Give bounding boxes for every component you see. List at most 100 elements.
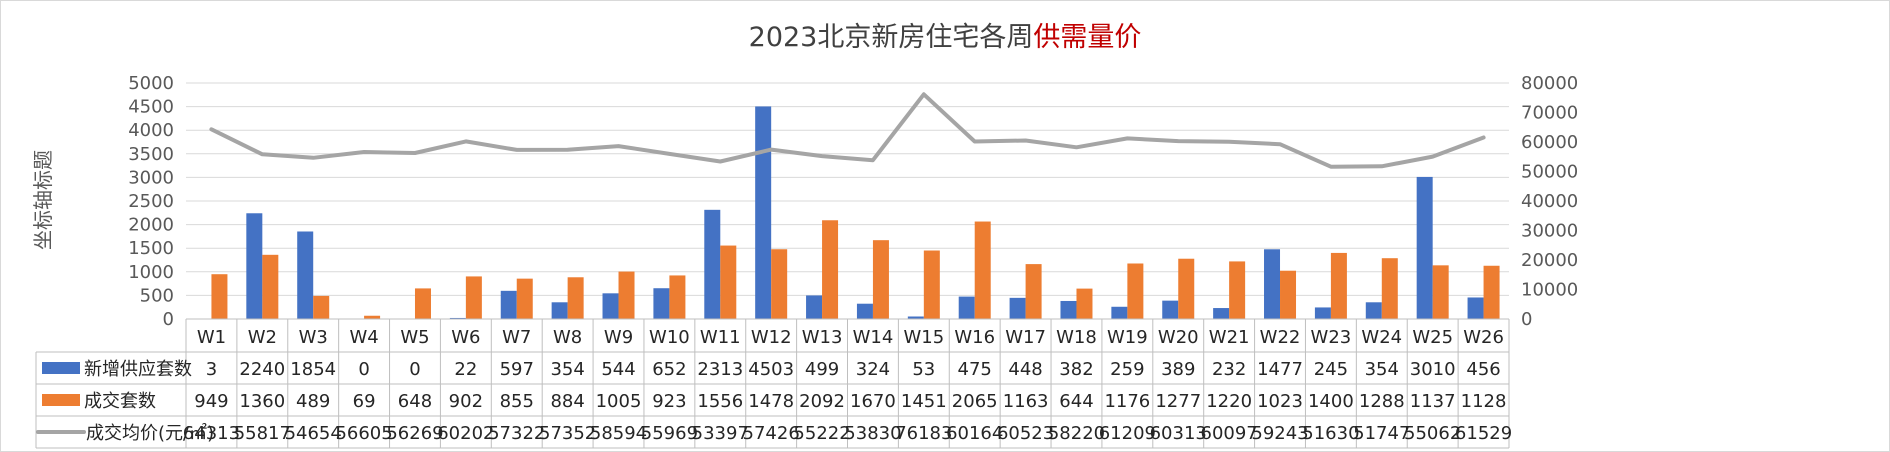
y2-tick-label: 30000 [1521, 221, 1578, 242]
table-cell: 57322 [488, 423, 545, 444]
y-tick-label: 4000 [128, 120, 174, 141]
bar-supply [704, 209, 721, 319]
bar-supply [1111, 306, 1128, 319]
table-cell: 56269 [386, 423, 443, 444]
x-tick-label: W13 [802, 327, 843, 348]
y2-tick-label: 70000 [1521, 103, 1578, 124]
table-cell: 448 [1008, 359, 1042, 380]
x-tick-label: W12 [751, 327, 792, 348]
table-cell: 57426 [743, 423, 800, 444]
x-tick-label: W10 [649, 327, 690, 348]
table-cell: 55222 [793, 423, 850, 444]
y-tick-label: 1000 [128, 262, 174, 283]
table-cell: 55817 [234, 423, 291, 444]
bar-deals [313, 295, 330, 319]
table-cell: 3010 [1410, 359, 1456, 380]
table-cell: 644 [1059, 391, 1093, 412]
y2-tick-label: 20000 [1521, 250, 1578, 271]
bar-deals [465, 276, 482, 319]
data-table: W1 W2 W3 W4 W5 W6 W7 W8 W9 W10 W11 W12 W13 W14 W15 W16 W… [35, 318, 1512, 449]
table-cell: 1400 [1308, 391, 1354, 412]
table-cell: 53830 [844, 423, 901, 444]
x-tick-label: W18 [1056, 327, 1097, 348]
bar-supply [907, 316, 924, 319]
table-cell: 55062 [1404, 423, 1461, 444]
y-tick-label: 0 [163, 309, 174, 330]
table-cell: 1288 [1359, 391, 1405, 412]
x-tick-label: W15 [903, 327, 944, 348]
bar-deals [618, 271, 635, 319]
bar-deals [1076, 288, 1093, 319]
table-cell: 2240 [239, 359, 285, 380]
table-cell: 1128 [1461, 391, 1507, 412]
x-tick-label: W21 [1209, 327, 1250, 348]
y2-tick-label: 0 [1521, 309, 1532, 330]
x-tick-label: W22 [1260, 327, 1301, 348]
table-cell: 1477 [1257, 359, 1303, 380]
y-tick-label: 500 [140, 285, 174, 306]
bar-deals [822, 220, 839, 319]
bar-supply [856, 303, 873, 319]
table-cell: 456 [1466, 359, 1500, 380]
table-cell: 382 [1059, 359, 1093, 380]
table-cell: 3 [206, 359, 217, 380]
table-cell: 245 [1314, 359, 1348, 380]
table-cell: 259 [1110, 359, 1144, 380]
bar-deals [1127, 263, 1144, 319]
table-cell: 499 [805, 359, 839, 380]
table-cell: 389 [1161, 359, 1195, 380]
table-cell: 354 [1365, 359, 1399, 380]
table-cell: 60097 [1201, 423, 1258, 444]
bar-deals [720, 245, 737, 319]
table-cell: 855 [500, 391, 534, 412]
line-series [209, 92, 1486, 169]
bar-deals [567, 277, 584, 319]
table-cell: 902 [449, 391, 483, 412]
table-cell: 76183 [895, 423, 952, 444]
y-tick-label: 4500 [128, 97, 174, 118]
legend-key [42, 362, 80, 374]
table-cell: 53 [912, 359, 935, 380]
legend-key [42, 394, 80, 406]
bar-deals [211, 274, 228, 319]
table-cell: 58220 [1048, 423, 1105, 444]
table-cell: 1220 [1206, 391, 1252, 412]
bar-supply [1264, 249, 1281, 319]
table-cell: 22 [454, 359, 477, 380]
bar-supply [551, 302, 568, 319]
x-tick-label: W7 [502, 327, 531, 348]
y-tick-label: 1500 [128, 238, 174, 259]
bar-supply [653, 288, 670, 319]
bar-supply [1416, 176, 1433, 319]
bar-supply [958, 296, 975, 319]
bar-deals [414, 288, 431, 319]
table-cell: 59243 [1251, 423, 1308, 444]
table-cell: 51747 [1353, 423, 1410, 444]
x-tick-label: W17 [1005, 327, 1046, 348]
table-cell: 60523 [997, 423, 1054, 444]
bar-deals [669, 275, 686, 319]
y2-tick-label: 80000 [1521, 73, 1578, 94]
table-cell: 1556 [697, 391, 743, 412]
x-tick-label: W2 [248, 327, 277, 348]
table-cell: 61209 [1099, 423, 1156, 444]
y-tick-label: 2500 [128, 191, 174, 212]
table-cell: 60202 [437, 423, 494, 444]
y-tick-label: 3000 [128, 167, 174, 188]
x-tick-label: W8 [553, 327, 582, 348]
x-tick-label: W1 [197, 327, 226, 348]
table-cell: 60164 [946, 423, 1003, 444]
bar-supply [1009, 297, 1026, 319]
table-cell: 69 [353, 391, 376, 412]
table-cell: 51630 [1302, 423, 1359, 444]
table-cell: 1137 [1410, 391, 1456, 412]
bar-deals [771, 249, 788, 319]
x-tick-label: W14 [853, 327, 894, 348]
x-tick-label: W16 [954, 327, 995, 348]
y-axis-title: 坐标轴标题 [31, 150, 55, 250]
chart-title-main: 2023北京新房住宅各周 [749, 22, 1034, 53]
bar-supply [1365, 302, 1382, 319]
bar-deals [1381, 258, 1398, 319]
